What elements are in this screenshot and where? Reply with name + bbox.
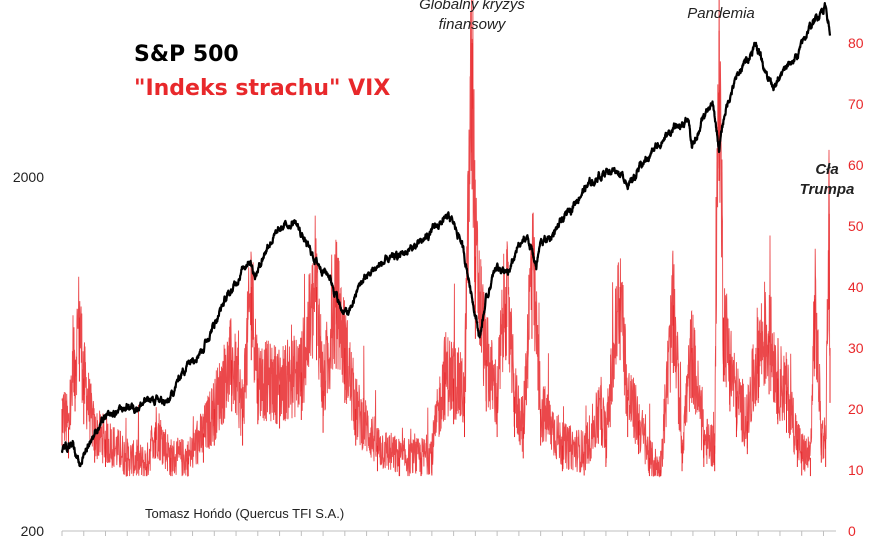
annotation-pandemia: Pandemia: [687, 5, 755, 22]
annotation-trump-line2: Trumpa: [799, 181, 855, 198]
annotation-trump: Cła Trumpa: [792, 160, 862, 200]
sp500-line: [60, 2, 832, 468]
legend-vix: "Indeks strachu" VIX: [134, 76, 391, 101]
chart-frame: [61, 530, 836, 536]
right-tick-label: 40: [848, 279, 864, 295]
right-tick-label: 30: [848, 340, 864, 356]
legend-sp500: S&P 500: [134, 42, 239, 67]
author-credit: Tomasz Hońdo (Quercus TFI S.A.): [145, 506, 345, 521]
vix-line: [61, 0, 831, 478]
right-tick-label: 70: [848, 96, 864, 112]
sp500-series: [60, 2, 832, 468]
right-axis-ticks: 0 10 20 30 40 50 60 70 80: [848, 35, 864, 539]
left-tick-label: 200: [21, 523, 45, 539]
right-tick-label: 60: [848, 157, 864, 173]
annotation-gfc-line2: finansowy: [438, 16, 506, 33]
annotation-gfc-line1: Globalny kryzys: [419, 0, 525, 13]
annotation-gfc: Globalny kryzys finansowy: [400, 0, 544, 35]
vix-series: [61, 0, 831, 478]
annotation-trump-line1: Cła: [815, 161, 839, 178]
right-tick-label: 10: [848, 462, 864, 478]
right-tick-label: 0: [848, 523, 856, 539]
right-tick-label: 50: [848, 218, 864, 234]
left-axis-ticks: 200 2000: [13, 169, 44, 539]
right-tick-label: 80: [848, 35, 864, 51]
right-tick-label: 20: [848, 401, 864, 417]
left-tick-label: 2000: [13, 169, 44, 185]
